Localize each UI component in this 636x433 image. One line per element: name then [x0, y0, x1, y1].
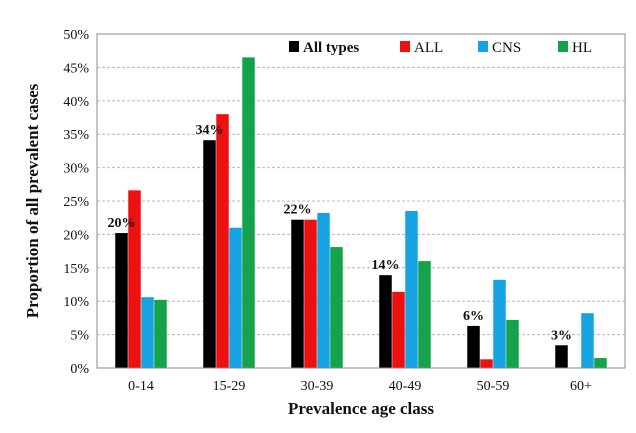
- legend-swatch: [558, 41, 568, 52]
- plot-area: [96, 33, 626, 369]
- bars: [115, 57, 607, 368]
- y-tick-label: 15%: [63, 262, 89, 277]
- y-tick-label: 0%: [70, 362, 89, 377]
- bar-cns-15-29: [229, 227, 242, 368]
- y-tick-label: 50%: [63, 28, 89, 43]
- bar-hl-30-39: [330, 247, 343, 368]
- bar-cns-60+: [581, 313, 594, 368]
- x-tick-labels: 0-14 15-29 30-39 40-49 50-59 60+: [128, 379, 592, 394]
- bar-cns-50-59: [493, 279, 506, 368]
- bar-hl-40-49: [418, 261, 431, 368]
- legend-label: ALL: [414, 40, 443, 56]
- y-tick-label: 40%: [63, 95, 89, 110]
- bar-all-types-15-29: [203, 140, 216, 368]
- data-label: 14%: [372, 258, 400, 273]
- legend-swatch: [289, 41, 299, 52]
- data-label: 22%: [284, 203, 312, 218]
- y-tick-labels: 0% 5% 10% 15% 20% 25% 30% 35% 40% 45% 50%: [63, 28, 89, 377]
- legend-label: CNS: [492, 40, 521, 56]
- bar-all-types-60+: [555, 345, 568, 368]
- data-label: 34%: [196, 123, 224, 138]
- y-tick-label: 10%: [63, 295, 89, 310]
- legend-label: All types: [303, 40, 359, 56]
- data-label: 20%: [108, 216, 136, 231]
- x-axis-title: Prevalence age class: [288, 399, 434, 418]
- y-tick-label: 20%: [63, 228, 89, 243]
- bar-all-types-30-39: [291, 219, 304, 368]
- data-label: 6%: [463, 309, 484, 324]
- legend-swatch: [400, 41, 410, 52]
- data-labels: 20% 34% 22% 14% 6% 3%: [108, 123, 573, 343]
- x-tick-label: 60+: [570, 379, 592, 394]
- bar-all-30-39: [304, 219, 317, 368]
- bar-all-types-0-14: [115, 233, 128, 368]
- y-tick-label: 30%: [63, 162, 89, 177]
- bar-cns-30-39: [317, 213, 330, 368]
- legend-label: HL: [572, 40, 592, 56]
- y-tick-label: 25%: [63, 195, 89, 210]
- legend-swatch: [478, 41, 488, 52]
- bar-all-types-50-59: [467, 325, 480, 368]
- data-label: 3%: [551, 328, 572, 343]
- x-tick-label: 40-49: [389, 379, 422, 394]
- legend: All types ALL CNS HL: [289, 40, 592, 56]
- gridlines: [97, 66, 625, 336]
- y-axis-title: Proportion of all prevalent cases: [23, 83, 42, 318]
- x-tick-label: 15-29: [213, 379, 246, 394]
- x-tick-label: 0-14: [128, 379, 154, 394]
- bar-all-15-29: [216, 114, 229, 368]
- y-tick-label: 35%: [63, 128, 89, 143]
- bar-all-0-14: [128, 190, 141, 368]
- y-tick-label: 45%: [63, 61, 89, 76]
- x-tick-label: 50-59: [477, 379, 510, 394]
- bar-all-40-49: [392, 291, 405, 368]
- y-tick-label: 5%: [70, 329, 89, 344]
- bar-hl-60+: [594, 357, 607, 368]
- bar-hl-0-14: [154, 299, 167, 368]
- bar-hl-15-29: [242, 57, 255, 368]
- bar-all-types-40-49: [379, 275, 392, 368]
- x-tick-label: 30-39: [301, 379, 334, 394]
- bar-hl-50-59: [506, 319, 519, 368]
- bar-cns-40-49: [405, 211, 418, 368]
- bar-all-50-59: [480, 359, 493, 368]
- bar-cns-0-14: [141, 297, 154, 368]
